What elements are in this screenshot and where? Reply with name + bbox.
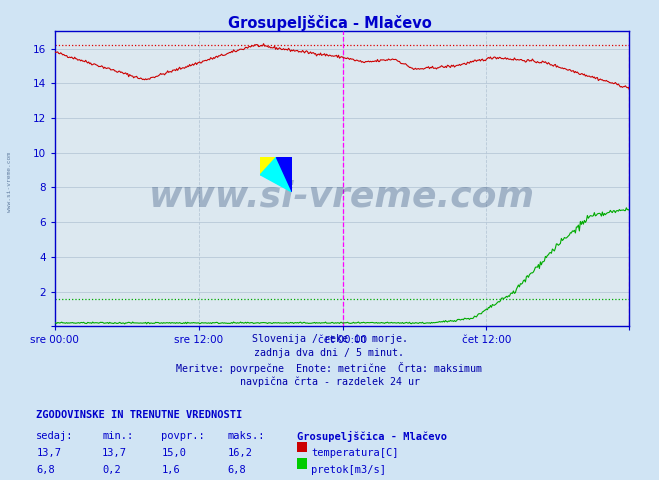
Text: www.si-vreme.com: www.si-vreme.com <box>149 180 535 214</box>
Polygon shape <box>260 157 292 192</box>
Text: 15,0: 15,0 <box>161 448 186 458</box>
Text: sedaj:: sedaj: <box>36 431 74 441</box>
Text: Meritve: povrpečne  Enote: metrične  Črta: maksimum: Meritve: povrpečne Enote: metrične Črta:… <box>177 362 482 374</box>
Text: maks.:: maks.: <box>227 431 265 441</box>
Text: Grosupeljščica - Mlačevo: Grosupeljščica - Mlačevo <box>297 431 447 442</box>
Text: www.si-vreme.com: www.si-vreme.com <box>7 153 12 212</box>
Text: pretok[m3/s]: pretok[m3/s] <box>311 465 386 475</box>
Text: temperatura[C]: temperatura[C] <box>311 448 399 458</box>
Text: povpr.:: povpr.: <box>161 431 205 441</box>
Text: min.:: min.: <box>102 431 133 441</box>
Text: 13,7: 13,7 <box>36 448 61 458</box>
Text: ZGODOVINSKE IN TRENUTNE VREDNOSTI: ZGODOVINSKE IN TRENUTNE VREDNOSTI <box>36 410 243 420</box>
Polygon shape <box>276 157 292 192</box>
Text: Slovenija / reke in morje.: Slovenija / reke in morje. <box>252 334 407 344</box>
Text: navpična črta - razdelek 24 ur: navpična črta - razdelek 24 ur <box>239 377 420 387</box>
Polygon shape <box>260 157 276 175</box>
Text: 6,8: 6,8 <box>36 465 55 475</box>
Text: 6,8: 6,8 <box>227 465 246 475</box>
Text: zadnja dva dni / 5 minut.: zadnja dva dni / 5 minut. <box>254 348 405 358</box>
Text: 13,7: 13,7 <box>102 448 127 458</box>
Text: 0,2: 0,2 <box>102 465 121 475</box>
Text: 1,6: 1,6 <box>161 465 180 475</box>
Text: Grosupeljščica - Mlačevo: Grosupeljščica - Mlačevo <box>227 15 432 31</box>
Text: 16,2: 16,2 <box>227 448 252 458</box>
